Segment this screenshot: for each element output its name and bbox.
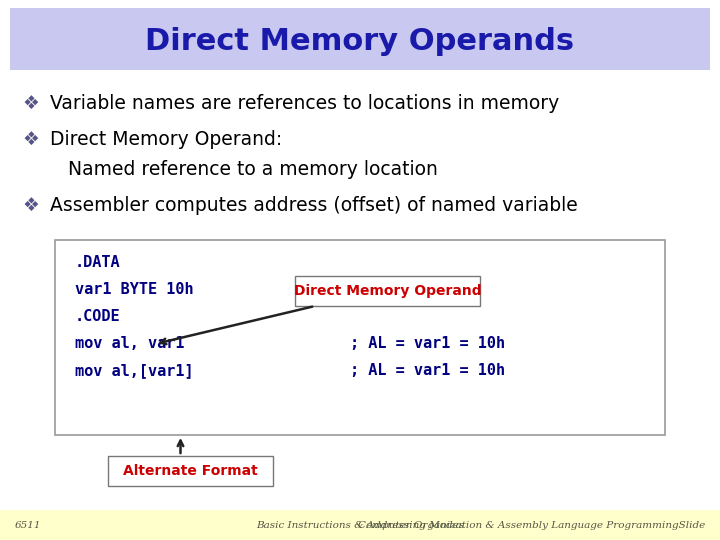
Text: Direct Memory Operands: Direct Memory Operands — [145, 26, 575, 56]
Text: var1 BYTE 10h: var1 BYTE 10h — [75, 282, 194, 297]
Bar — [10, 8, 710, 70]
Text: mov al,[var1]: mov al,[var1] — [75, 363, 194, 378]
Text: ❖: ❖ — [22, 196, 39, 215]
Text: ❖: ❖ — [22, 94, 39, 113]
Bar — [108, 456, 273, 486]
Text: Variable names are references to locations in memory: Variable names are references to locatio… — [50, 94, 559, 113]
Bar — [0, 510, 720, 540]
Text: .CODE: .CODE — [75, 309, 121, 324]
Text: Assembler computes address (offset) of named variable: Assembler computes address (offset) of n… — [50, 196, 577, 215]
Text: Direct Memory Operand: Direct Memory Operand — [294, 284, 481, 298]
Text: ❖: ❖ — [22, 130, 39, 149]
Text: 6511: 6511 — [15, 521, 42, 530]
Text: Direct Memory Operand:: Direct Memory Operand: — [50, 130, 282, 149]
Text: Named reference to a memory location: Named reference to a memory location — [68, 160, 438, 179]
Text: mov al, var1: mov al, var1 — [75, 336, 184, 351]
Text: Computer Organization & Assembly Language ProgrammingSlide: Computer Organization & Assembly Languag… — [358, 521, 705, 530]
Text: ; AL = var1 = 10h: ; AL = var1 = 10h — [350, 363, 505, 378]
Bar — [295, 276, 480, 306]
Bar — [55, 240, 665, 435]
Text: Basic Instructions & Addressing Modes: Basic Instructions & Addressing Modes — [256, 521, 464, 530]
Text: Alternate Format: Alternate Format — [123, 464, 258, 478]
Text: .DATA: .DATA — [75, 255, 121, 270]
Text: ; AL = var1 = 10h: ; AL = var1 = 10h — [350, 336, 505, 351]
